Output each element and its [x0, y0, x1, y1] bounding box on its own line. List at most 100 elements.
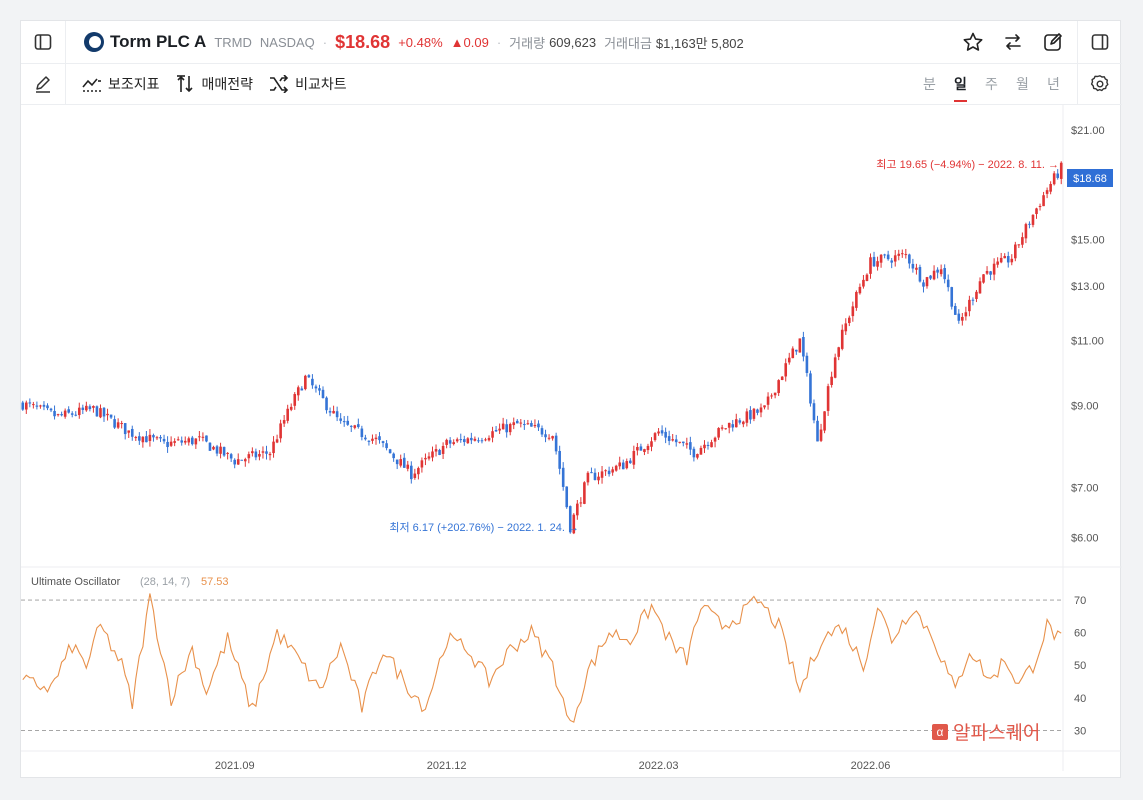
candle-body: [106, 413, 109, 416]
candle-body: [162, 438, 166, 442]
candle-body: [381, 441, 385, 444]
candle-body: [198, 436, 201, 438]
candle-body: [300, 388, 304, 391]
low-annotation: 최저 6.17 (+202.76%) − 2022. 1. 24. →: [389, 521, 579, 534]
candle-body: [946, 279, 950, 288]
indicator-icon: [82, 78, 101, 92]
time-tick-label: 2021.09: [215, 760, 255, 772]
edit-button[interactable]: [1033, 21, 1073, 63]
candle-body: [335, 411, 339, 418]
candle-body: [999, 257, 1003, 263]
candle-body: [205, 435, 208, 442]
candle-body: [742, 421, 745, 425]
candle-body: [1024, 224, 1028, 239]
candle-body: [63, 410, 67, 417]
candle-body: [275, 439, 279, 443]
candle-body: [1031, 214, 1035, 225]
candle-body: [127, 430, 131, 433]
candle-body: [844, 323, 848, 332]
candle-body: [650, 441, 653, 447]
candle-body: [130, 428, 134, 437]
candle-body: [819, 429, 823, 441]
candle-body: [855, 292, 858, 308]
candle-body: [957, 313, 961, 321]
candle-body: [540, 428, 544, 435]
candle-body: [296, 387, 300, 396]
candle-body: [922, 282, 925, 287]
candle-body: [766, 396, 770, 405]
candle-body: [621, 462, 625, 470]
candle-body: [812, 403, 816, 421]
swap-button[interactable]: [993, 21, 1033, 63]
period-tab-day[interactable]: 일: [945, 64, 976, 104]
candle-body: [544, 434, 547, 438]
candle-body: [791, 348, 795, 359]
candle-body: [424, 457, 427, 460]
period-tab-minute[interactable]: 분: [923, 76, 936, 92]
candle-body: [24, 402, 28, 410]
price-chart[interactable]: $21.00$18.00$15.00$13.00$11.00$9.00$7.00…: [21, 105, 1122, 779]
volume-value: 609,623: [549, 34, 597, 50]
period-tab-month[interactable]: 월: [1016, 76, 1029, 92]
candle-body: [378, 436, 381, 441]
candle-body: [374, 437, 378, 440]
draw-tool-button[interactable]: [21, 64, 65, 104]
osc-title: Ultimate Oscillator: [31, 576, 121, 588]
current-price-label: $18.68: [1073, 173, 1107, 185]
candle-body: [826, 386, 830, 411]
candle-body: [212, 446, 215, 450]
strategy-button[interactable]: 매매전략: [176, 74, 253, 94]
candle-body: [1003, 256, 1007, 259]
candle-body: [332, 410, 335, 414]
candle-body: [364, 437, 367, 440]
candle-body: [759, 407, 763, 413]
period-tab-week[interactable]: 주: [985, 76, 998, 92]
candle-body: [689, 442, 692, 450]
indicators-button[interactable]: 보조지표: [82, 74, 160, 94]
candle-body: [265, 451, 268, 454]
candle-body: [448, 440, 452, 444]
candle-body: [208, 442, 212, 451]
watermark: α 알파스퀘어: [932, 718, 1040, 745]
indicators-label: 보조지표: [108, 76, 160, 92]
price-tick-label: $21.00: [1071, 125, 1105, 137]
candle-body: [886, 254, 890, 260]
candle-body: [830, 376, 833, 385]
time-tick-label: 2022.06: [851, 760, 891, 772]
right-panel-toggle[interactable]: [1078, 21, 1122, 63]
candle-body: [473, 438, 477, 441]
candle-body: [494, 430, 498, 432]
price-tick-label: $9.00: [1071, 401, 1099, 413]
candle-body: [1028, 223, 1031, 225]
candle-body: [180, 440, 184, 443]
stock-name: Torm PLC A: [110, 32, 207, 51]
candle-body: [254, 451, 258, 458]
sidebar-left-icon: [34, 34, 52, 50]
candle-body: [191, 437, 194, 445]
left-panel-toggle[interactable]: [21, 21, 65, 63]
candle-body: [639, 446, 643, 451]
current-price-tag: [1067, 169, 1113, 187]
candle-body: [876, 261, 879, 267]
company-logo-icon: [84, 32, 104, 52]
candle-body: [823, 411, 826, 431]
candle-body: [869, 257, 872, 274]
candles: [21, 161, 1063, 535]
candle-body: [56, 414, 60, 416]
settings-button[interactable]: [1078, 64, 1122, 104]
candle-body: [353, 425, 357, 428]
candle-body: [477, 440, 480, 442]
candle-body: [865, 274, 869, 281]
period-tab-year[interactable]: 년: [1047, 76, 1060, 92]
compare-button[interactable]: 비교차트: [269, 74, 347, 94]
candle-body: [734, 419, 738, 428]
candle-body: [349, 425, 353, 427]
candle-body: [222, 446, 226, 456]
high-annotation: 최고 19.65 (−4.94%) − 2022. 8. 11. →: [876, 158, 1059, 171]
candle-body: [911, 263, 915, 269]
candle-body: [229, 454, 233, 459]
candle-body: [311, 378, 314, 386]
candle-body: [1049, 183, 1052, 192]
favorite-button[interactable]: [953, 21, 993, 63]
candle-body: [395, 459, 399, 465]
